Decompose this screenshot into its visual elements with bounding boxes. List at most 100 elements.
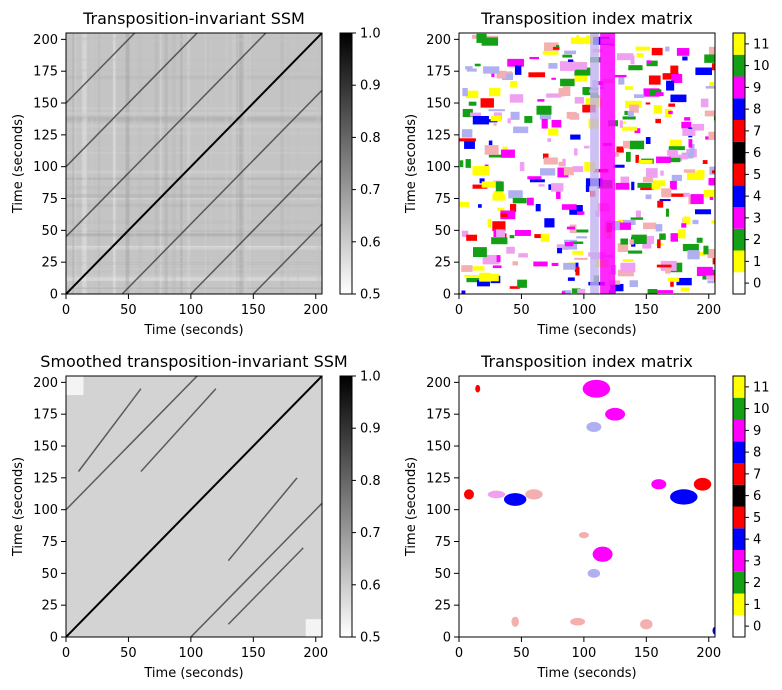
y-tick-label: 75: [434, 535, 451, 550]
index-cell: [645, 137, 651, 144]
index-cell: [622, 219, 636, 226]
index-cell: [505, 71, 513, 74]
index-cell: [642, 176, 654, 183]
colorbar-segment: [733, 185, 745, 207]
index-cell: [682, 216, 691, 225]
texture-band: [81, 33, 84, 294]
index-cell: [466, 277, 482, 283]
y-tick-label: 200: [426, 376, 451, 391]
index-cell: [576, 236, 588, 239]
index-blob: [525, 489, 543, 500]
texture-band: [244, 33, 248, 294]
index-cell: [684, 117, 691, 121]
y-tick-label: 25: [434, 256, 451, 271]
index-cell: [707, 280, 715, 284]
y-tick-label: 150: [33, 97, 58, 112]
index-cell: [582, 104, 596, 113]
index-cell: [651, 47, 663, 56]
y-tick-label: 125: [426, 471, 451, 486]
texture-band: [66, 262, 322, 265]
index-cell: [666, 157, 681, 163]
index-cell: [584, 162, 595, 172]
index-cell: [631, 181, 635, 191]
index-cell: [472, 247, 487, 258]
texture-band: [66, 220, 322, 225]
index-cell: [646, 60, 651, 64]
index-cell: [561, 291, 566, 294]
diagonal-path: [227, 547, 304, 625]
index-cell: [461, 230, 469, 237]
index-cell: [692, 123, 705, 131]
texture-band: [66, 131, 322, 135]
index-blob: [511, 616, 519, 627]
index-cell: [647, 289, 658, 294]
index-cell: [669, 193, 686, 197]
texture-band: [66, 273, 322, 276]
y-tick-label: 25: [434, 599, 451, 614]
index-cell: [695, 67, 712, 76]
index-cell: [548, 128, 559, 136]
y-tick-label: 175: [426, 408, 451, 423]
index-cell: [646, 60, 658, 67]
colorbar-tick-label: 0.8: [360, 131, 381, 146]
x-tick-label: 50: [120, 646, 137, 661]
colorbar-tick-label: 9: [753, 424, 761, 439]
index-cell: [480, 98, 494, 108]
texture-band: [66, 193, 322, 198]
colorbar-segment: [733, 463, 745, 485]
index-cell: [570, 134, 581, 140]
index-blob: [503, 493, 527, 506]
colorbar-segment: [733, 207, 745, 229]
colorbar-tick-label: 4: [753, 190, 761, 205]
index-cell: [661, 188, 672, 198]
texture-band: [66, 113, 322, 117]
index-cell: [496, 70, 507, 79]
index-cell: [540, 233, 549, 242]
index-cell: [614, 152, 620, 157]
heatmap-area: [66, 33, 322, 294]
index-cell: [576, 35, 580, 42]
index-cell: [689, 144, 695, 154]
texture-band: [66, 38, 322, 42]
colorbar-segment: [733, 141, 745, 164]
y-tick-label: 0: [50, 631, 58, 646]
index-cell: [492, 265, 502, 269]
index-cell: [492, 221, 506, 232]
y-tick-label: 200: [33, 33, 58, 48]
y-tick-label: 50: [41, 224, 58, 239]
y-tick-label: 100: [33, 160, 58, 175]
index-cell: [635, 210, 641, 219]
index-cell: [559, 61, 576, 71]
index-cell: [526, 197, 534, 206]
colorbar-tick-label: 0.7: [360, 183, 381, 198]
index-cell: [509, 94, 524, 103]
colorbar-tick-label: 10: [753, 402, 770, 417]
index-cell: [686, 172, 704, 180]
index-cell: [481, 37, 499, 46]
texture-band: [66, 117, 322, 121]
index-cell: [472, 266, 485, 271]
index-cell: [464, 140, 475, 149]
colorbar-tick-label: 11: [753, 37, 770, 52]
index-cell: [668, 103, 676, 107]
index-cell: [479, 272, 491, 282]
x-tick-label: 50: [513, 303, 530, 318]
colorbar-segment: [733, 272, 745, 294]
index-cell: [507, 118, 511, 124]
index-cell: [711, 170, 715, 174]
axes-frame: [458, 375, 716, 638]
index-cell: [671, 74, 683, 83]
panel-3: Smoothed transposition-invariant SSM Time…: [11, 352, 381, 681]
index-cell: [527, 176, 542, 180]
texture-band: [66, 33, 322, 36]
colorbar-tick-label: 6: [753, 146, 761, 161]
colorbar: 0 1 2 3 4 5 6 7 8 9 10 11: [732, 375, 770, 638]
index-blob: [582, 379, 611, 398]
texture-band: [66, 58, 322, 61]
texture-band: [66, 275, 322, 278]
index-cell: [464, 274, 481, 278]
index-cell: [635, 46, 651, 51]
texture-band: [66, 225, 322, 228]
index-cell: [572, 250, 584, 255]
index-cell: [538, 184, 545, 187]
